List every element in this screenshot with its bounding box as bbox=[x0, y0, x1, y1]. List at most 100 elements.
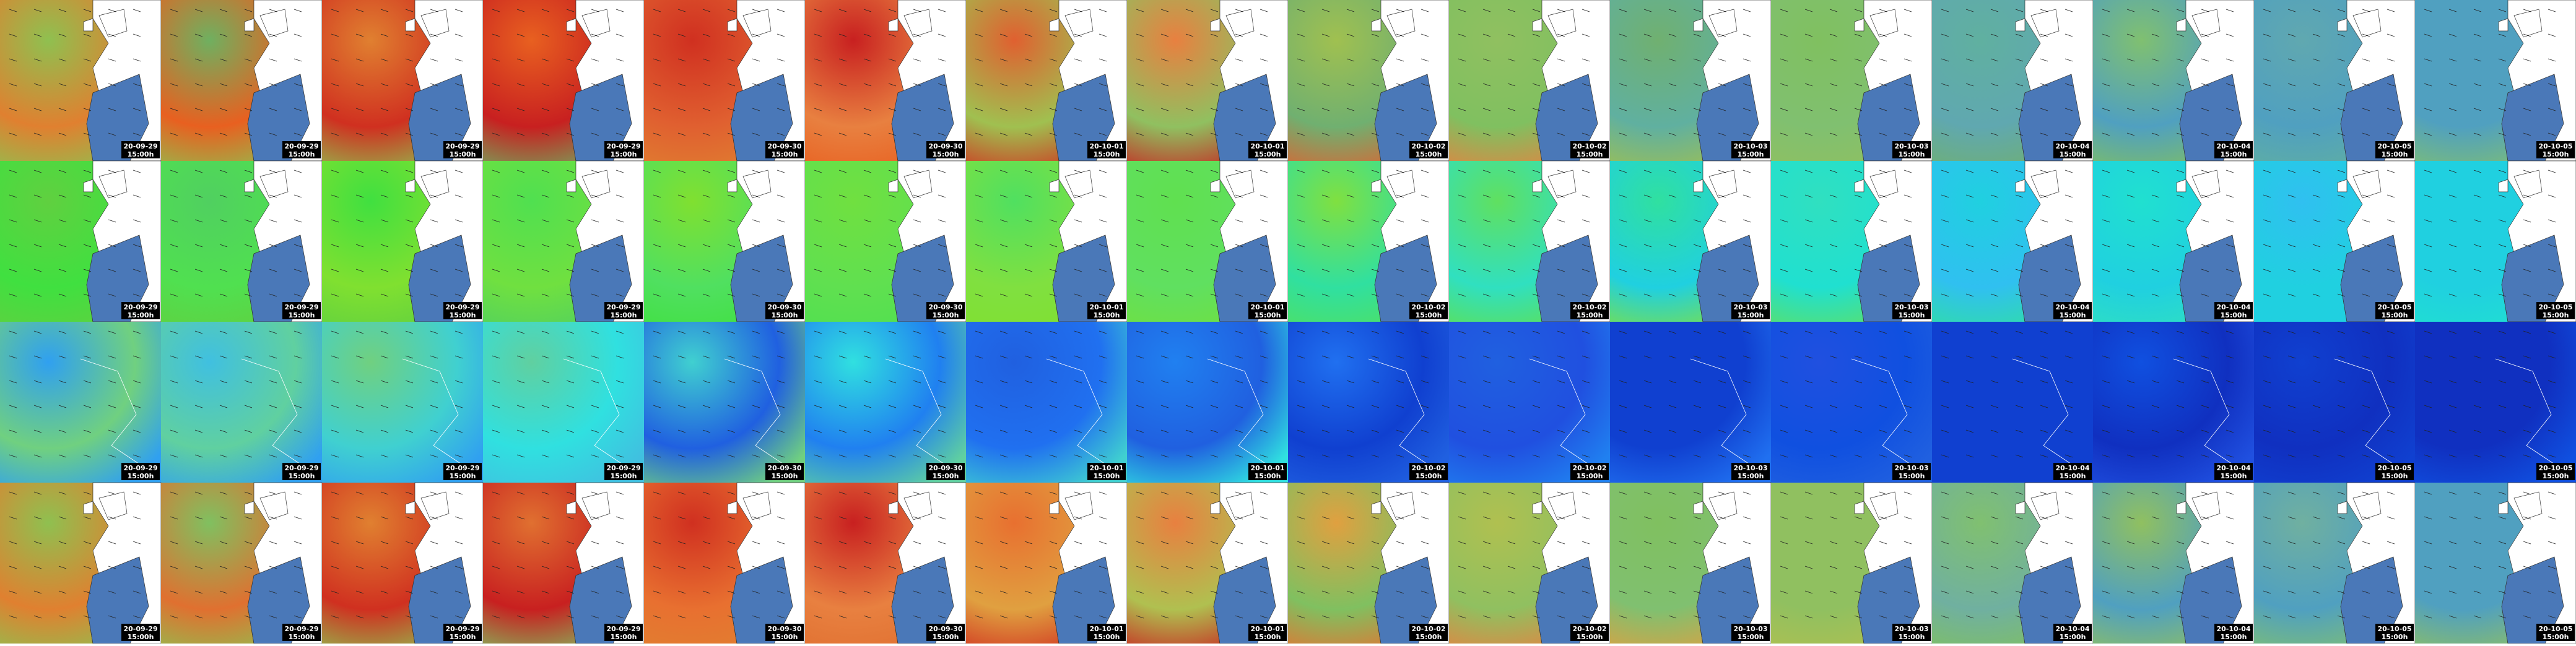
wind-arrow bbox=[1185, 293, 1194, 297]
coastline bbox=[724, 358, 793, 471]
wind-arrow bbox=[1668, 516, 1677, 520]
wind-arrow bbox=[702, 83, 711, 87]
wind-arrow bbox=[1780, 83, 1788, 87]
wind-arrow bbox=[1693, 380, 1702, 384]
wind-arrow bbox=[616, 429, 624, 433]
wind-arrow bbox=[1582, 491, 1590, 495]
wind-arrow bbox=[913, 9, 921, 12]
wind-arrow bbox=[541, 566, 550, 569]
wind-arrow bbox=[1619, 132, 1627, 136]
wind-arrow bbox=[653, 380, 661, 384]
wind-arrow bbox=[1879, 380, 1887, 384]
wind-arrow bbox=[1854, 269, 1863, 272]
wind-arrow bbox=[1693, 244, 1702, 248]
wind-arrow bbox=[677, 244, 686, 248]
wind-arrow bbox=[591, 9, 599, 12]
wind-arrow bbox=[2040, 355, 2048, 359]
wind-arrow bbox=[752, 108, 760, 111]
wind-arrow bbox=[1990, 293, 1999, 297]
wind-arrow bbox=[1136, 541, 1144, 545]
wind-arrow bbox=[1297, 33, 1305, 37]
wind-arrow bbox=[566, 615, 575, 619]
wind-arrow bbox=[2015, 405, 2024, 408]
wind-arrow bbox=[2226, 566, 2234, 569]
wind-arrow bbox=[2312, 380, 2321, 384]
wind-arrow bbox=[219, 219, 228, 223]
wind-arrow bbox=[1235, 194, 1243, 198]
wind-arrow bbox=[2176, 491, 2185, 495]
wind-arrow bbox=[1557, 83, 1565, 87]
wind-arrow bbox=[1049, 516, 1058, 520]
tile-date: 20-10-02 bbox=[1411, 142, 1445, 150]
wind-arrow bbox=[777, 516, 785, 520]
wind-arrow bbox=[2523, 269, 2531, 272]
wind-arrow bbox=[1693, 83, 1702, 87]
wind-arrow bbox=[1965, 244, 1974, 248]
wind-arrow bbox=[2263, 615, 2271, 619]
wind-arrow bbox=[355, 33, 364, 37]
wind-arrow bbox=[108, 194, 116, 198]
wind-arrow bbox=[1260, 590, 1268, 594]
wind-arrow bbox=[1507, 330, 1516, 334]
wind-arrow bbox=[938, 170, 946, 173]
wind-arrow bbox=[1074, 566, 1082, 569]
wind-arrow bbox=[2337, 293, 2346, 297]
wind-arrow bbox=[1904, 615, 1912, 619]
wind-arrow bbox=[838, 170, 847, 173]
wind-arrow bbox=[541, 219, 550, 223]
wind-arrow bbox=[2126, 33, 2135, 37]
wind-arrow bbox=[2151, 219, 2160, 223]
wind-arrow bbox=[1321, 516, 1330, 520]
wind-arrow bbox=[380, 330, 389, 334]
wind-arrow bbox=[2201, 269, 2209, 272]
wind-arrow bbox=[653, 170, 661, 173]
wind-arrow bbox=[1099, 429, 1107, 433]
wind-arrow bbox=[752, 33, 760, 37]
wind-arrow bbox=[838, 33, 847, 37]
tile-time: 15:00h bbox=[289, 150, 315, 158]
wind-arrow bbox=[1210, 83, 1219, 87]
wind-arrow bbox=[455, 9, 463, 12]
wind-arrow bbox=[108, 566, 116, 569]
wind-arrow bbox=[752, 132, 760, 136]
wind-arrow bbox=[2040, 429, 2048, 433]
wind-arrow bbox=[492, 269, 500, 272]
wind-arrow bbox=[9, 219, 17, 223]
wind-arrow bbox=[1990, 58, 1999, 62]
wind-arrow bbox=[2151, 405, 2160, 408]
wind-arrow bbox=[1718, 108, 1726, 111]
wind-arrow bbox=[591, 269, 599, 272]
wind-arrow bbox=[1879, 590, 1887, 594]
wind-arrow bbox=[702, 194, 711, 198]
wind-arrow bbox=[777, 9, 785, 12]
wind-arrow bbox=[913, 293, 921, 297]
wind-arrow bbox=[677, 355, 686, 359]
wind-arrow bbox=[1990, 108, 1999, 111]
wind-arrow bbox=[1136, 83, 1144, 87]
wind-arrow bbox=[1854, 33, 1863, 37]
wind-arrow bbox=[1321, 108, 1330, 111]
tile-time: 15:00h bbox=[128, 311, 154, 319]
tile-date: 20-10-04 bbox=[2055, 303, 2089, 311]
islands bbox=[1532, 9, 1577, 38]
wind-arrow bbox=[170, 429, 178, 433]
wind-arrow bbox=[566, 269, 575, 272]
wind-arrow bbox=[1482, 219, 1491, 223]
wind-arrow bbox=[269, 355, 277, 359]
wind-arrow bbox=[2287, 615, 2296, 619]
tile-date: 20-10-03 bbox=[1894, 464, 1928, 472]
wind-arrow bbox=[1904, 330, 1912, 334]
wind-arrow bbox=[1693, 170, 1702, 173]
wind-arrow bbox=[1210, 454, 1219, 458]
wind-arrow bbox=[938, 491, 946, 495]
wind-arrow bbox=[2337, 83, 2346, 87]
wind-arrow bbox=[1619, 454, 1627, 458]
wind-arrow bbox=[1346, 219, 1355, 223]
wind-arrow bbox=[83, 355, 92, 359]
wind-arrow bbox=[294, 330, 302, 334]
